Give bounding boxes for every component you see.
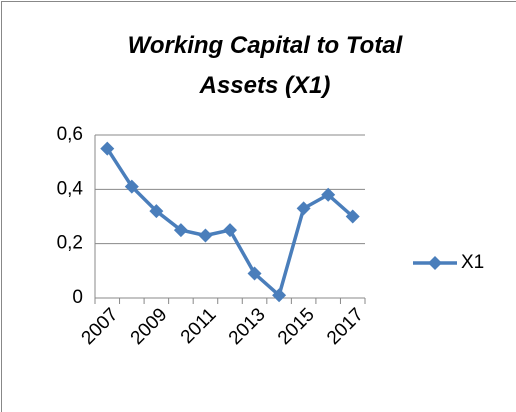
data-point (247, 266, 262, 281)
data-point (173, 223, 188, 238)
x-tick-label: 2007 (78, 304, 123, 349)
data-point (149, 204, 164, 219)
chart-title: Working Capital to Total Assets (X1) (127, 32, 403, 99)
data-point (198, 228, 213, 243)
y-tick-label: 0 (72, 287, 83, 308)
data-point (296, 201, 311, 216)
data-point (272, 288, 287, 303)
data-point (321, 187, 336, 202)
data-point (345, 209, 360, 224)
data-point (223, 223, 237, 238)
x-tick-label: 2015 (274, 304, 319, 349)
y-tick-label: 0,6 (57, 124, 83, 145)
legend-label: X1 (461, 252, 484, 273)
x-tick-label: 2013 (225, 304, 270, 349)
data-point (100, 141, 115, 156)
data-line (105, 147, 354, 298)
legend-marker (428, 256, 442, 270)
y-tick-label: 0,2 (57, 233, 83, 254)
data-point (124, 179, 139, 194)
x-tick-label: 2017 (323, 304, 368, 349)
y-tick-label: 0,4 (57, 178, 84, 199)
x-tick-label: 2009 (127, 304, 172, 349)
x-tick-label: 2011 (177, 304, 221, 348)
